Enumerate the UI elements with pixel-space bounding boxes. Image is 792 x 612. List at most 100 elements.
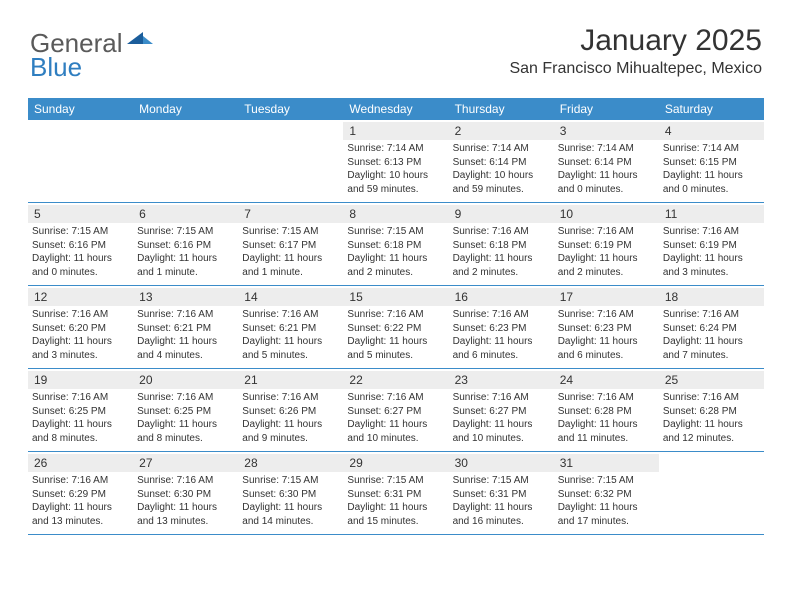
cell-body: Sunrise: 7:16 AMSunset: 6:21 PMDaylight:…: [137, 308, 234, 362]
cell-body: Sunrise: 7:15 AMSunset: 6:16 PMDaylight:…: [32, 225, 129, 279]
calendar-cell: 9Sunrise: 7:16 AMSunset: 6:18 PMDaylight…: [449, 203, 554, 285]
day-number: 2: [449, 122, 554, 140]
day-number: 7: [238, 205, 343, 223]
day-number: 20: [133, 371, 238, 389]
cell-body: Sunrise: 7:14 AMSunset: 6:13 PMDaylight:…: [347, 142, 444, 196]
calendar-cell: 16Sunrise: 7:16 AMSunset: 6:23 PMDayligh…: [449, 286, 554, 368]
calendar-cell: 2 Sunrise: 7:14 AMSunset: 6:14 PMDaylight…: [449, 120, 554, 202]
day-headers-row: SundayMondayTuesdayWednesdayThursdayFrid…: [28, 98, 764, 120]
cell-body: Sunrise: 7:16 AMSunset: 6:28 PMDaylight:…: [663, 391, 760, 445]
day-number: 28: [238, 454, 343, 472]
cell-body: Sunrise: 7:16 AMSunset: 6:23 PMDaylight:…: [558, 308, 655, 362]
calendar-cell: 25 Sunrise: 7:16 AMSunset: 6:28 PMDayligh…: [659, 369, 764, 451]
month-title: January 2025: [509, 24, 762, 58]
day-number: 19: [28, 371, 133, 389]
calendar-cell: 29 Sunrise: 7:15 AMSunset: 6:31 PMDayligh…: [343, 452, 448, 534]
cell-body: Sunrise: 7:14 AMSunset: 6:15 PMDaylight:…: [663, 142, 760, 196]
calendar-cell: 19 Sunrise: 7:16 AMSunset: 6:25 PMDayligh…: [28, 369, 133, 451]
day-number: 10: [554, 205, 659, 223]
day-number: 23: [449, 371, 554, 389]
week-row: 19Sunrise: 7:16 AMSunset: 6:25 PMDayligh…: [28, 369, 764, 452]
cell-body: Sunrise: 7:16 AMSunset: 6:22 PMDaylight:…: [347, 308, 444, 362]
day-number: 29: [343, 454, 448, 472]
calendar-cell: [28, 120, 133, 202]
day-number: 14: [238, 288, 343, 306]
day-number: 21: [238, 371, 343, 389]
cell-body: Sunrise: 7:16 AMSunset: 6:27 PMDaylight:…: [453, 391, 550, 445]
calendar-cell: 6Sunrise: 7:15 AMSunset: 6:16 PMDaylight…: [133, 203, 238, 285]
cell-body: Sunrise: 7:14 AMSunset: 6:14 PMDaylight:…: [453, 142, 550, 196]
location-text: San Francisco Mihualtepec, Mexico: [509, 60, 762, 78]
calendar-cell: 30 Sunrise: 7:15 AMSunset: 6:31 PMDayligh…: [449, 452, 554, 534]
day-number: 13: [133, 288, 238, 306]
cell-body: Sunrise: 7:16 AMSunset: 6:25 PMDaylight:…: [137, 391, 234, 445]
cell-body: Sunrise: 7:16 AMSunset: 6:20 PMDaylight:…: [32, 308, 129, 362]
day-number: 25: [659, 371, 764, 389]
cell-body: Sunrise: 7:15 AMSunset: 6:17 PMDaylight:…: [242, 225, 339, 279]
day-number: 15: [343, 288, 448, 306]
day-header: Tuesday: [238, 98, 343, 120]
calendar-cell: 24 Sunrise: 7:16 AMSunset: 6:28 PMDayligh…: [554, 369, 659, 451]
calendar-cell: 31 Sunrise: 7:15 AMSunset: 6:32 PMDayligh…: [554, 452, 659, 534]
logo-shape-icon: [127, 22, 155, 53]
calendar-cell: 23 Sunrise: 7:16 AMSunset: 6:27 PMDayligh…: [449, 369, 554, 451]
day-number: 8: [343, 205, 448, 223]
day-number: 9: [449, 205, 554, 223]
cell-body: Sunrise: 7:16 AMSunset: 6:30 PMDaylight:…: [137, 474, 234, 528]
day-number: 26: [28, 454, 133, 472]
day-header: Saturday: [659, 98, 764, 120]
calendar-cell: 3 Sunrise: 7:14 AMSunset: 6:14 PMDaylight…: [554, 120, 659, 202]
calendar-cell: 5 Sunrise: 7:15 AMSunset: 6:16 PMDaylight…: [28, 203, 133, 285]
day-number: 17: [554, 288, 659, 306]
week-row: 26 Sunrise: 7:16 AMSunset: 6:29 PMDayligh…: [28, 452, 764, 535]
calendar-cell: 7 Sunrise: 7:15 AMSunset: 6:17 PMDaylight…: [238, 203, 343, 285]
cell-body: Sunrise: 7:16 AMSunset: 6:23 PMDaylight:…: [453, 308, 550, 362]
calendar-cell: 13 Sunrise: 7:16 AMSunset: 6:21 PMDayligh…: [133, 286, 238, 368]
calendar-cell: 27Sunrise: 7:16 AMSunset: 6:30 PMDayligh…: [133, 452, 238, 534]
day-number: 5: [28, 205, 133, 223]
cell-body: Sunrise: 7:15 AMSunset: 6:32 PMDaylight:…: [558, 474, 655, 528]
cell-body: Sunrise: 7:16 AMSunset: 6:21 PMDaylight:…: [242, 308, 339, 362]
cell-body: Sunrise: 7:15 AMSunset: 6:31 PMDaylight:…: [453, 474, 550, 528]
weeks-container: 1 Sunrise: 7:14 AMSunset: 6:13 PMDaylight…: [28, 120, 764, 535]
calendar-cell: 1 Sunrise: 7:14 AMSunset: 6:13 PMDaylight…: [343, 120, 448, 202]
calendar-cell: [238, 120, 343, 202]
calendar-cell: 4Sunrise: 7:14 AMSunset: 6:15 PMDaylight…: [659, 120, 764, 202]
calendar-cell: 8Sunrise: 7:15 AMSunset: 6:18 PMDaylight…: [343, 203, 448, 285]
day-number: 3: [554, 122, 659, 140]
week-row: 5Sunrise: 7:15 AMSunset: 6:16 PMDaylight…: [28, 203, 764, 286]
day-header: Friday: [554, 98, 659, 120]
cell-body: Sunrise: 7:15 AMSunset: 6:30 PMDaylight:…: [242, 474, 339, 528]
cell-body: Sunrise: 7:16 AMSunset: 6:19 PMDaylight:…: [558, 225, 655, 279]
day-number: 18: [659, 288, 764, 306]
day-number: 12: [28, 288, 133, 306]
cell-body: Sunrise: 7:16 AMSunset: 6:29 PMDaylight:…: [32, 474, 129, 528]
week-row: 12 Sunrise: 7:16 AMSunset: 6:20 PMDayligh…: [28, 286, 764, 369]
calendar-cell: 20 Sunrise: 7:16 AMSunset: 6:25 PMDayligh…: [133, 369, 238, 451]
day-header: Thursday: [449, 98, 554, 120]
calendar-cell: 11Sunrise: 7:16 AMSunset: 6:19 PMDayligh…: [659, 203, 764, 285]
calendar-cell: [659, 452, 764, 534]
calendar: SundayMondayTuesdayWednesdayThursdayFrid…: [28, 98, 764, 535]
calendar-cell: 10 Sunrise: 7:16 AMSunset: 6:19 PMDayligh…: [554, 203, 659, 285]
day-number: 24: [554, 371, 659, 389]
cell-body: Sunrise: 7:16 AMSunset: 6:28 PMDaylight:…: [558, 391, 655, 445]
calendar-cell: 15 Sunrise: 7:16 AMSunset: 6:22 PMDayligh…: [343, 286, 448, 368]
cell-body: Sunrise: 7:15 AMSunset: 6:31 PMDaylight:…: [347, 474, 444, 528]
cell-body: Sunrise: 7:16 AMSunset: 6:24 PMDaylight:…: [663, 308, 760, 362]
cell-body: Sunrise: 7:16 AMSunset: 6:26 PMDaylight:…: [242, 391, 339, 445]
calendar-cell: 17 Sunrise: 7:16 AMSunset: 6:23 PMDayligh…: [554, 286, 659, 368]
cell-body: Sunrise: 7:14 AMSunset: 6:14 PMDaylight:…: [558, 142, 655, 196]
day-number: 1: [343, 122, 448, 140]
day-header: Sunday: [28, 98, 133, 120]
day-number: 31: [554, 454, 659, 472]
cell-body: Sunrise: 7:16 AMSunset: 6:27 PMDaylight:…: [347, 391, 444, 445]
cell-body: Sunrise: 7:15 AMSunset: 6:16 PMDaylight:…: [137, 225, 234, 279]
calendar-cell: 26 Sunrise: 7:16 AMSunset: 6:29 PMDayligh…: [28, 452, 133, 534]
cell-body: Sunrise: 7:16 AMSunset: 6:25 PMDaylight:…: [32, 391, 129, 445]
day-number: 30: [449, 454, 554, 472]
day-number: 22: [343, 371, 448, 389]
calendar-cell: [133, 120, 238, 202]
calendar-cell: 12 Sunrise: 7:16 AMSunset: 6:20 PMDayligh…: [28, 286, 133, 368]
logo-text-blue: Blue: [30, 52, 82, 83]
